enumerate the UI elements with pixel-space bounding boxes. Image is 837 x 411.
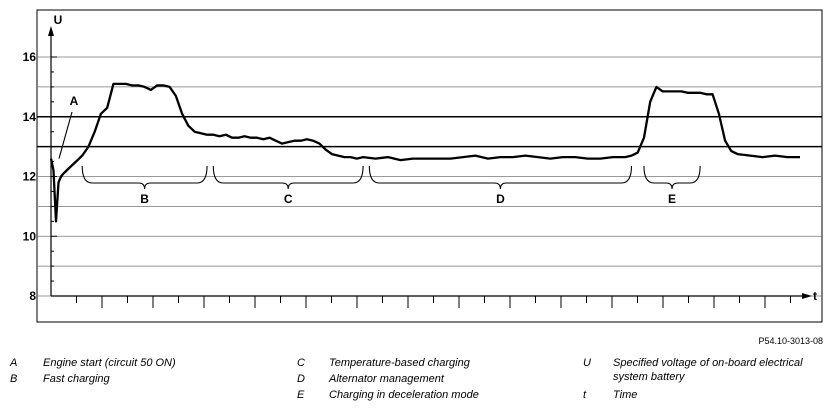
y-tick-label: 8 <box>29 289 36 303</box>
axes <box>48 26 812 299</box>
phase-brackets: B C D E <box>81 165 701 206</box>
y-axis-arrow <box>48 26 54 36</box>
series-lines <box>49 82 800 223</box>
voltage-chart: 8 10 12 14 16 B C D E A U t <box>23 9 823 323</box>
legend-text: Time <box>613 389 638 401</box>
legend-key: t <box>583 389 587 401</box>
annotation-leader <box>58 111 73 159</box>
phase-bracket <box>81 165 208 190</box>
annotations: A <box>58 94 79 159</box>
phase-label: B <box>140 192 149 206</box>
legend-text: Fast charging <box>43 373 110 385</box>
y-tick-label: 10 <box>23 229 37 243</box>
y-axis-label: U <box>54 13 63 27</box>
legend-key: B <box>10 373 18 385</box>
legend-key: D <box>297 373 305 385</box>
phase-bracket <box>212 165 364 190</box>
phase-label: E <box>668 192 676 206</box>
y-tick-label: 12 <box>23 170 37 184</box>
phase-label: C <box>284 192 293 206</box>
y-tick-label: 14 <box>23 110 37 124</box>
plot-frame <box>36 9 823 323</box>
phase-bracket <box>368 165 633 190</box>
x-axis-arrow <box>802 293 812 299</box>
tick-marks <box>51 56 791 308</box>
phase-bracket <box>643 165 701 190</box>
annotation-label: A <box>70 94 79 108</box>
phase-label: D <box>496 192 505 206</box>
legend: A Engine start (circuit 50 ON) B Fast ch… <box>0 356 837 411</box>
legend-key: A <box>10 357 18 369</box>
legend-key: U <box>583 357 591 369</box>
voltage-series-line <box>49 82 800 223</box>
legend-text: Engine start (circuit 50 ON) <box>43 357 176 369</box>
x-axis-label: t <box>813 289 817 303</box>
legend-key: E <box>297 389 305 401</box>
legend-text: Temperature-based charging <box>329 357 470 369</box>
legend-key: C <box>297 357 305 369</box>
y-tick-labels: 8 10 12 14 16 <box>23 50 37 303</box>
legend-text: Alternator management <box>329 373 444 385</box>
y-tick-label: 16 <box>23 50 37 64</box>
legend-text: Specified voltage of on-board electrical… <box>613 357 803 383</box>
figure-code: P54.10-3013-08 <box>758 336 823 346</box>
legend-text: Charging in deceleration mode <box>329 389 479 401</box>
